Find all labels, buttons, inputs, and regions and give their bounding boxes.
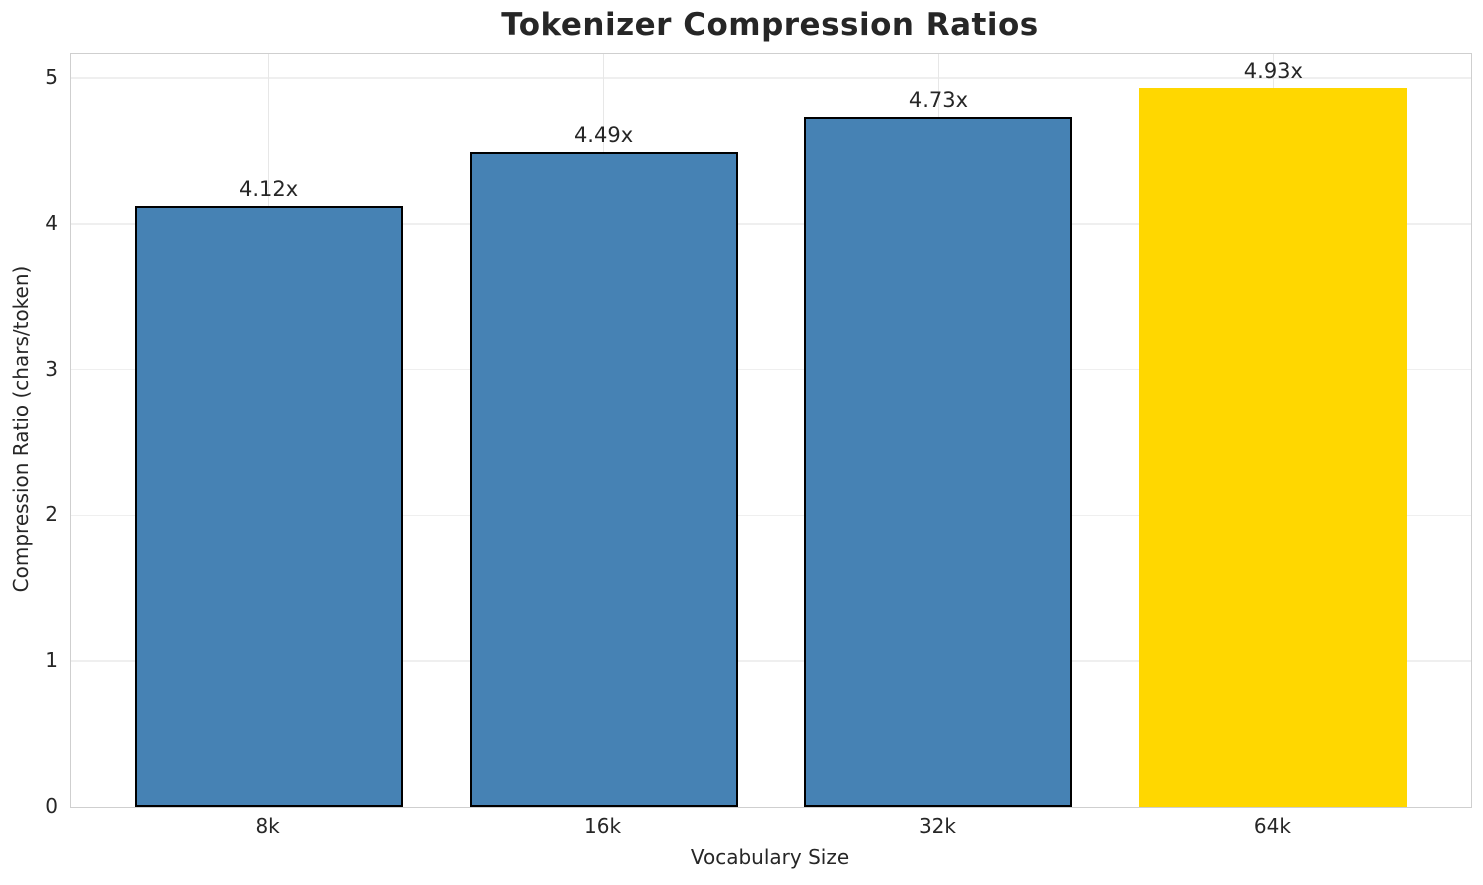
bar-8k xyxy=(134,206,403,807)
chart-title: Tokenizer Compression Ratios xyxy=(501,7,1039,43)
y-tick-label: 0 xyxy=(45,794,58,818)
gridline-horizontal xyxy=(71,660,1471,662)
x-axis-label: Vocabulary Size xyxy=(690,845,850,869)
plot-area: 4.12x 4.49x 4.73x 4.93x xyxy=(70,53,1472,808)
gridline-horizontal xyxy=(71,368,1471,371)
y-tick-label: 4 xyxy=(45,210,58,235)
y-tick-label: 5 xyxy=(45,65,58,90)
x-tick-label: 16k xyxy=(584,814,622,838)
bar-32k xyxy=(804,117,1073,807)
y-tick-label: 1 xyxy=(45,648,58,673)
gridline-horizontal xyxy=(71,223,1471,225)
bar-value-label: 4.73x xyxy=(908,88,969,113)
x-tick-label: 64k xyxy=(1253,814,1291,838)
bar-16k xyxy=(469,152,738,807)
x-tick-label: 8k xyxy=(255,814,280,838)
gridline-horizontal xyxy=(71,77,1471,79)
gridline-horizontal xyxy=(71,514,1471,517)
y-tick-label: 2 xyxy=(45,502,58,527)
y-tick-label: 3 xyxy=(45,356,58,381)
bar-value-label: 4.12x xyxy=(239,177,299,202)
bar-64k xyxy=(1139,88,1408,807)
bar-value-label: 4.93x xyxy=(1243,59,1303,84)
y-axis-label: Compression Ratio (chars/token) xyxy=(9,265,33,593)
bar-value-label: 4.49x xyxy=(573,123,634,148)
x-tick-label: 32k xyxy=(918,814,956,838)
